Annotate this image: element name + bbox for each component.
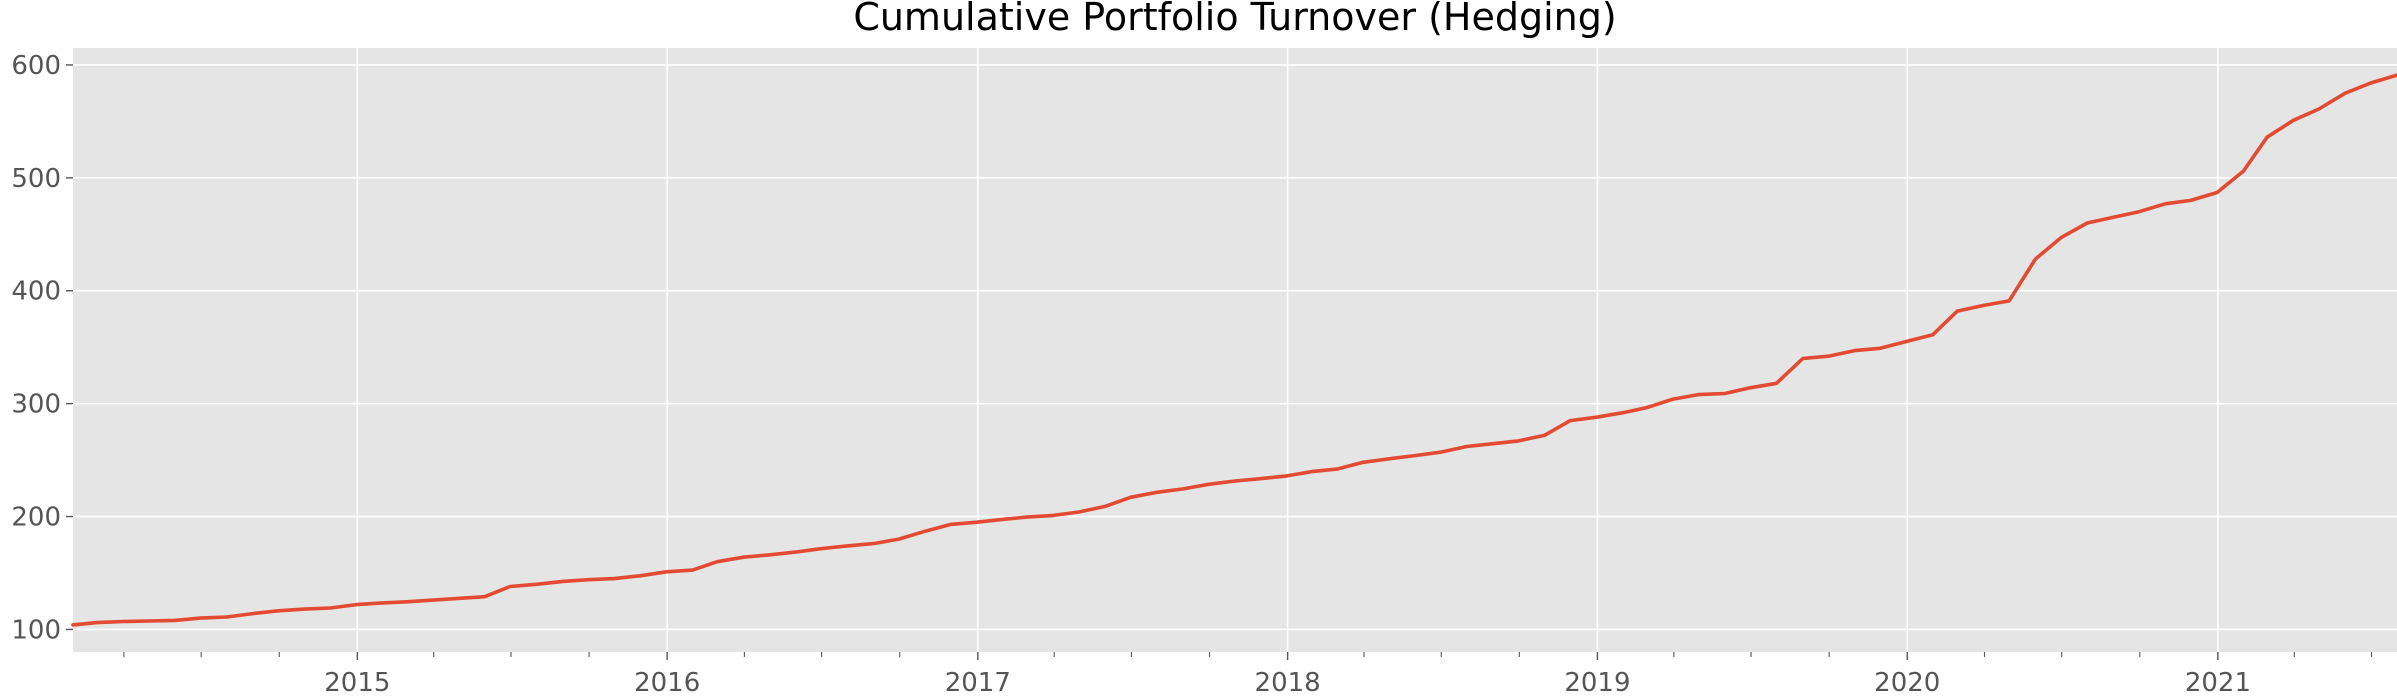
- x-tick-label: 2020: [1874, 668, 1940, 698]
- series-line: [71, 73, 2397, 627]
- chart-title: Cumulative Portfolio Turnover (Hedging): [853, 0, 1616, 39]
- y-tick-label: 600: [11, 51, 61, 81]
- x-tick-label: 2021: [2185, 668, 2251, 698]
- y-tick-label: 400: [11, 277, 61, 307]
- y-tick-label: 500: [11, 164, 61, 194]
- x-axis: 2015 2016 2017 2018 2019 2020 2021: [123, 652, 2373, 698]
- y-tick-label: 300: [11, 390, 61, 420]
- y-tick-label: 200: [11, 503, 61, 533]
- grid-lines: [73, 48, 2397, 652]
- x-tick-label: 2018: [1255, 668, 1321, 698]
- series-layer: [71, 73, 2397, 627]
- x-tick-label: 2015: [324, 668, 390, 698]
- plot-area: [73, 48, 2397, 652]
- y-axis: 100 200 300 400 500 600: [11, 51, 73, 645]
- x-tick-label: 2016: [634, 668, 700, 698]
- y-tick-label: 100: [11, 615, 61, 645]
- x-tick-label: 2017: [945, 668, 1011, 698]
- x-tick-label: 2019: [1564, 668, 1630, 698]
